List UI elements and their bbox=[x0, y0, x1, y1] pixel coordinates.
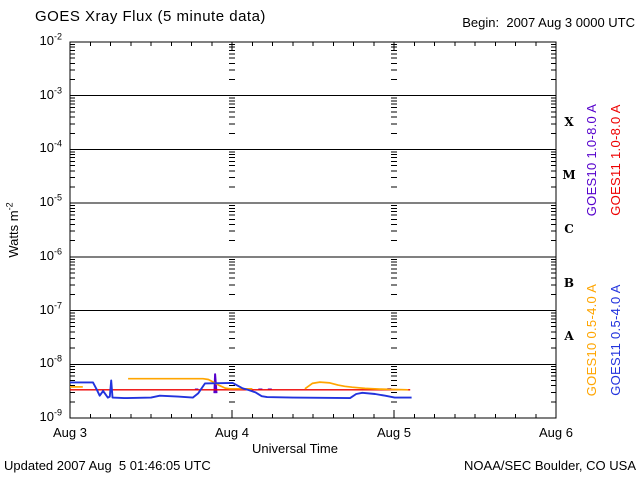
y-tick-label-10e-4: 10-4 bbox=[39, 138, 62, 155]
flare-class-c: C bbox=[564, 222, 574, 236]
trace-goes11-0-5-4-0-a bbox=[70, 379, 412, 400]
begin-time-label: Begin: 2007 Aug 3 0000 UTC bbox=[462, 15, 635, 30]
grid-and-ticks bbox=[69, 41, 557, 419]
trace-goes10-1-0-8-0-a bbox=[213, 373, 218, 394]
y-tick-label-10e-3: 10-3 bbox=[39, 85, 62, 102]
flare-class-m: M bbox=[562, 168, 576, 182]
y-tick-label-10e-8: 10-8 bbox=[39, 353, 62, 370]
y-tick-label-10e-5: 10-5 bbox=[39, 192, 62, 209]
flux-traces bbox=[70, 373, 412, 400]
y-tick-label-10e-6: 10-6 bbox=[39, 246, 62, 263]
trace-goes10-0-5-4-0-a bbox=[304, 381, 409, 391]
y-tick-label-10e-2: 10-2 bbox=[39, 31, 62, 48]
x-tick-label-aug-5: Aug 5 bbox=[377, 425, 411, 440]
y-tick-label-10e-7: 10-7 bbox=[39, 300, 62, 317]
legend-goes11-0-5-4-0-a: GOES11 0.5-4.0 A bbox=[608, 284, 623, 396]
flare-class-x: X bbox=[564, 115, 574, 129]
noaa-credit: NOAA/SEC Boulder, CO USA bbox=[464, 458, 636, 473]
y-tick-label-10e-9: 10-9 bbox=[39, 407, 62, 424]
legend-goes11-1-0-8-0-a: GOES11 1.0-8.0 A bbox=[608, 104, 623, 216]
x-tick-label-aug-4: Aug 4 bbox=[215, 425, 249, 440]
x-tick-label-aug-3: Aug 3 bbox=[53, 425, 87, 440]
chart-title: GOES Xray Flux (5 minute data) bbox=[35, 8, 266, 25]
x-tick-label-aug-6: Aug 6 bbox=[539, 425, 573, 440]
updated-timestamp: Updated 2007 Aug 5 01:46:05 UTC bbox=[4, 458, 211, 473]
y-axis-title: Watts m-2 bbox=[4, 202, 21, 258]
legend-goes10-1-0-8-0-a: GOES10 1.0-8.0 A bbox=[584, 103, 599, 217]
legend-goes10-0-5-4-0-a: GOES10 0.5-4.0 A bbox=[584, 283, 599, 397]
flare-class-a: A bbox=[564, 329, 574, 343]
x-axis-title: Universal Time bbox=[252, 441, 338, 456]
flare-class-b: B bbox=[563, 276, 575, 290]
